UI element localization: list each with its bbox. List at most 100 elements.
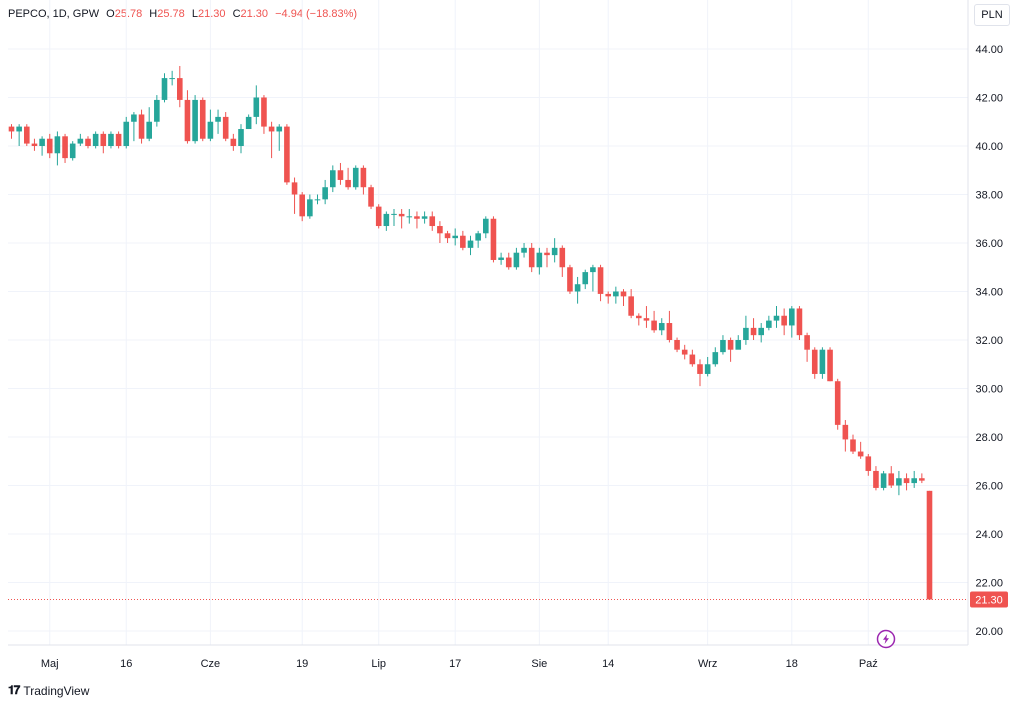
candle — [490, 216, 497, 263]
candle — [674, 337, 680, 353]
candle-body — [161, 78, 168, 100]
lightning-icon[interactable] — [876, 629, 896, 649]
candle-body — [498, 257, 504, 260]
candle-body — [827, 349, 833, 382]
candle — [513, 247, 520, 270]
candle-body — [513, 252, 520, 268]
candle — [857, 441, 864, 459]
candle — [245, 114, 252, 130]
high-label: H — [149, 8, 158, 20]
candle — [582, 269, 589, 290]
candle-body — [16, 126, 22, 132]
candle — [781, 308, 787, 336]
low-value: 21.30 — [197, 8, 226, 20]
candle — [636, 313, 642, 326]
candle — [720, 335, 726, 355]
time-tick-label: Sie — [531, 658, 547, 670]
time-tick-label: Paź — [859, 658, 878, 670]
candle-body — [483, 218, 489, 234]
candle — [597, 264, 604, 302]
candle-body — [314, 199, 321, 201]
candle — [222, 112, 229, 142]
price-tick-label: 20.00 — [975, 626, 1003, 638]
candle — [307, 194, 313, 219]
candle-body — [284, 126, 290, 183]
price-tick-label: 36.00 — [975, 238, 1003, 250]
candle-body — [521, 247, 527, 253]
candle-body — [238, 129, 244, 146]
candle — [873, 466, 879, 491]
price-tick-label: 28.00 — [975, 432, 1003, 444]
candle-body — [375, 206, 382, 227]
candle — [299, 192, 305, 222]
candle-body — [697, 364, 703, 374]
candle — [789, 306, 795, 338]
candle-body — [865, 456, 872, 471]
candle-body — [8, 126, 15, 132]
candle-body — [727, 340, 734, 350]
candle-body — [704, 364, 711, 374]
currency-button[interactable]: PLN — [974, 4, 1010, 26]
candle — [697, 359, 703, 387]
price-axis: 44.00 42.00 40.00 38.00 36.00 34.00 32.00 30.00… — [975, 44, 1003, 638]
candle — [192, 95, 198, 144]
candle — [460, 230, 466, 251]
candle — [291, 177, 298, 214]
candle — [750, 318, 757, 340]
candle — [651, 310, 657, 333]
candle — [681, 344, 688, 360]
candle — [169, 70, 175, 86]
chart-grid — [8, 0, 968, 645]
candle-body — [735, 340, 742, 350]
candle-body — [574, 284, 581, 292]
candle — [77, 133, 84, 146]
candle-body — [261, 97, 267, 127]
candle-body — [138, 114, 145, 139]
candle — [842, 420, 849, 452]
time-tick-label: 14 — [602, 658, 614, 670]
candle — [666, 310, 673, 343]
candle-body — [896, 478, 902, 486]
candle-body — [903, 478, 910, 484]
candle-body — [689, 354, 696, 365]
candle — [743, 315, 749, 345]
candle-body — [597, 267, 604, 294]
candle-body — [245, 116, 252, 130]
candle — [551, 238, 558, 263]
candle-body — [720, 340, 726, 353]
candle — [314, 194, 321, 205]
candle-body — [54, 136, 61, 154]
brand[interactable]: 𝟏𝟕 TradingView — [8, 683, 89, 698]
candle-body — [177, 78, 183, 100]
candle-body — [352, 167, 359, 188]
candle-body — [559, 247, 566, 268]
candle — [330, 165, 336, 193]
candle — [613, 286, 619, 304]
candle — [154, 95, 160, 127]
candle — [758, 323, 764, 343]
tradingview-logo-icon: 𝟏𝟕 — [8, 683, 20, 697]
candle — [375, 204, 382, 229]
candle — [574, 276, 581, 304]
candle — [337, 162, 344, 185]
candle-body — [758, 327, 764, 336]
last-price-badge: 21.30 — [970, 591, 1008, 608]
candle-body — [398, 213, 405, 217]
candle-body — [108, 133, 114, 146]
candle — [238, 124, 244, 154]
candle-body — [85, 138, 91, 146]
candle-body — [460, 235, 466, 248]
candle-body — [421, 216, 428, 219]
candle — [896, 470, 902, 496]
candle — [689, 349, 696, 367]
candle — [911, 470, 917, 488]
candle — [398, 209, 405, 229]
price-tick-label: 24.00 — [975, 529, 1003, 541]
candle — [92, 131, 99, 149]
candle — [207, 109, 214, 142]
price-tick-label: 22.00 — [975, 578, 1003, 590]
price-tick-label: 38.00 — [975, 190, 1003, 202]
candle-body — [880, 473, 887, 488]
candle — [483, 216, 489, 239]
